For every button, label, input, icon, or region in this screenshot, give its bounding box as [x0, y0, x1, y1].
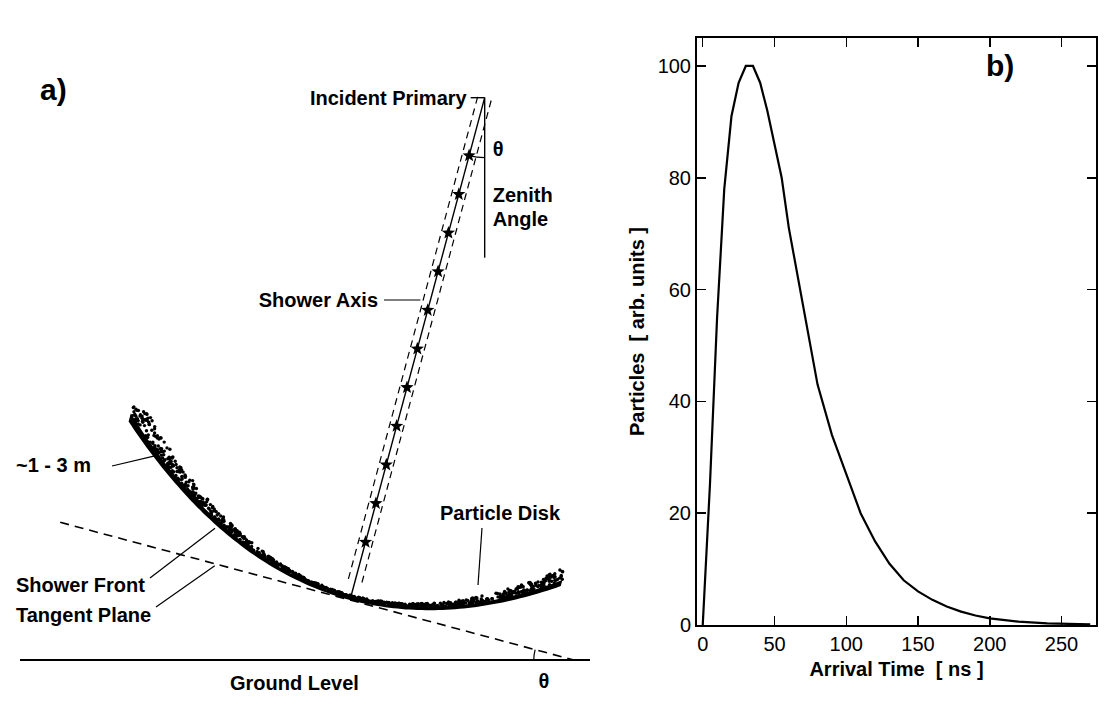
svg-text:θ: θ: [493, 138, 504, 160]
svg-text:40: 40: [669, 390, 691, 412]
svg-text:200: 200: [973, 633, 1006, 655]
svg-text:Angle: Angle: [493, 208, 549, 230]
svg-text:80: 80: [669, 167, 691, 189]
svg-text:150: 150: [901, 633, 934, 655]
svg-text:Ground Level: Ground Level: [230, 672, 359, 694]
svg-text:Zenith: Zenith: [493, 184, 553, 206]
svg-text:100: 100: [658, 55, 691, 77]
svg-text:Tangent Plane: Tangent Plane: [16, 604, 151, 626]
svg-text:b): b): [986, 49, 1014, 82]
svg-text:100: 100: [830, 633, 863, 655]
svg-text:a): a): [40, 73, 67, 106]
svg-text:50: 50: [763, 633, 785, 655]
svg-text:20: 20: [669, 502, 691, 524]
svg-text:Shower Axis: Shower Axis: [259, 289, 378, 311]
svg-text:Incident Primary: Incident Primary: [310, 87, 468, 109]
svg-text:0: 0: [680, 614, 691, 636]
svg-text:Arrival Time [ ns ]: Arrival Time [ ns ]: [809, 658, 983, 680]
svg-text:0: 0: [697, 633, 708, 655]
svg-text:~1 - 3 m: ~1 - 3 m: [16, 454, 91, 476]
svg-text:Shower Front: Shower Front: [16, 574, 145, 596]
svg-text:250: 250: [1045, 633, 1078, 655]
svg-text:Particle Disk: Particle Disk: [440, 502, 561, 524]
svg-text:60: 60: [669, 279, 691, 301]
svg-text:θ: θ: [538, 670, 549, 692]
svg-text:Particles [ arb. units ]: Particles [ arb. units ]: [626, 227, 648, 436]
